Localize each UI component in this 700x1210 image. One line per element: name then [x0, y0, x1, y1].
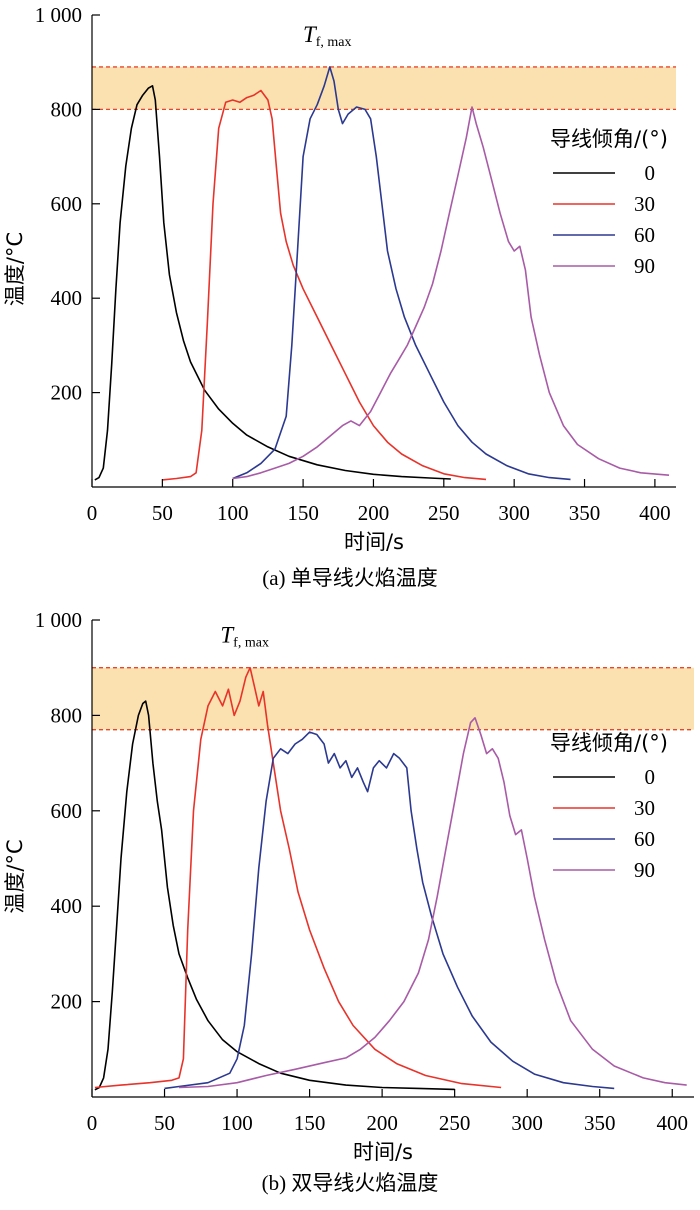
y-axis-title: 温度/°C [3, 839, 27, 913]
x-tick-label: 50 [152, 501, 173, 525]
series-line-90 [232, 106, 670, 480]
y-tick-label: 600 [51, 192, 83, 216]
y-tick-label: 800 [51, 97, 83, 121]
x-tick-label: 150 [294, 1111, 326, 1135]
series-line-0 [94, 85, 451, 481]
y-tick-label: 200 [51, 990, 83, 1014]
x-tick-label: 150 [287, 501, 319, 525]
x-tick-label: 0 [87, 1111, 98, 1135]
legend-label-90: 90 [634, 254, 655, 278]
series-layer [94, 666, 687, 1091]
series-layer [94, 66, 670, 481]
x-axis-title: 时间/s [344, 530, 404, 554]
legend-label-90: 90 [634, 858, 655, 882]
x-tick-label: 250 [428, 501, 460, 525]
y-tick-label: 400 [51, 286, 83, 310]
legend-label-30: 30 [634, 796, 655, 820]
x-tick-label: 350 [584, 1111, 616, 1135]
temperature-band [92, 667, 694, 730]
series-line-30 [94, 666, 502, 1089]
x-tick-label: 250 [439, 1111, 471, 1135]
x-tick-label: 200 [366, 1111, 398, 1135]
series-line-90 [178, 717, 687, 1089]
annotation-main: T [303, 22, 318, 47]
annotation-main: T [220, 623, 235, 648]
annotation-sub: f, max [316, 35, 352, 50]
series-line-60 [232, 66, 571, 481]
legend-label-0: 0 [645, 161, 656, 185]
x-tick-label: 50 [154, 1111, 175, 1135]
legend-label-0: 0 [645, 765, 656, 789]
legend: 导线倾角/(°) 0 30 60 90 [550, 127, 668, 278]
legend: 导线倾角/(°) 0 30 60 90 [550, 731, 668, 882]
legend-title: 导线倾角/(°) [550, 731, 668, 755]
legend-label-30: 30 [634, 192, 655, 216]
x-tick-label: 300 [511, 1111, 543, 1135]
y-tick-label: 200 [51, 381, 83, 405]
x-tick-label: 100 [221, 1111, 253, 1135]
legend-title: 导线倾角/(°) [550, 127, 668, 151]
tfmax-annotation: Tf, max [220, 623, 269, 651]
x-tick-label: 200 [358, 501, 390, 525]
y-tick-label: 1 000 [35, 3, 82, 27]
x-tick-label: 100 [217, 501, 249, 525]
y-tick-label: 800 [51, 703, 83, 727]
panel-caption: (a) 单导线火焰温度 [262, 566, 438, 590]
panel-caption: (b) 双导线火焰温度 [262, 1171, 439, 1195]
x-tick-label: 400 [656, 1111, 688, 1135]
y-axis-title: 温度/°C [3, 232, 27, 306]
legend-label-60: 60 [634, 827, 655, 851]
series-line-60 [164, 731, 615, 1090]
x-tick-label: 400 [639, 501, 671, 525]
x-axis-title: 时间/s [353, 1140, 413, 1164]
y-tick-label: 400 [51, 894, 83, 918]
temperature-band [92, 66, 676, 110]
y-tick-label: 600 [51, 799, 83, 823]
x-tick-label: 300 [498, 501, 530, 525]
annotation-sub: f, max [233, 636, 269, 651]
series-line-30 [162, 89, 487, 481]
x-tick-label: 350 [569, 501, 601, 525]
y-tick-label: 1 000 [35, 608, 82, 632]
legend-label-60: 60 [634, 223, 655, 247]
tfmax-annotation: Tf, max [303, 22, 352, 50]
x-tick-label: 0 [87, 501, 98, 525]
